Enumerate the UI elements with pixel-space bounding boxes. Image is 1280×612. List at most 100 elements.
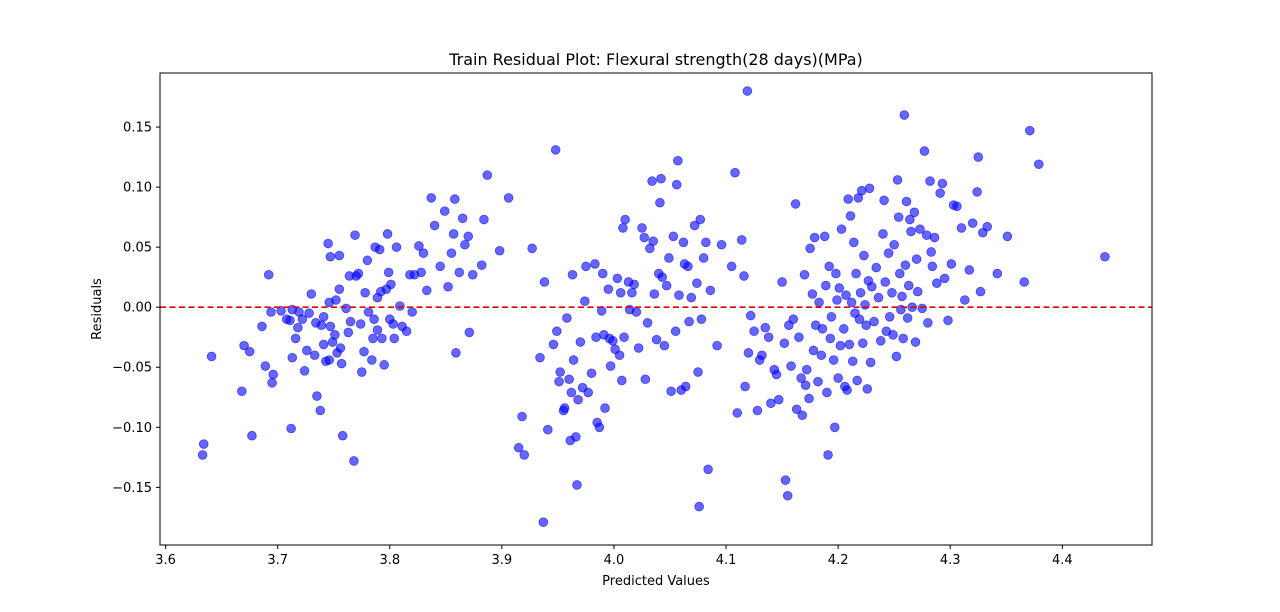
data-point <box>869 316 879 327</box>
data-point <box>637 223 647 233</box>
data-point <box>889 239 899 250</box>
data-point <box>880 277 891 287</box>
data-point <box>619 332 629 343</box>
data-point <box>705 285 716 296</box>
data-point <box>859 250 869 261</box>
data-point <box>655 197 665 208</box>
data-point <box>382 229 393 239</box>
data-point <box>910 337 921 347</box>
data-point <box>952 201 962 212</box>
data-point <box>482 170 493 180</box>
data-point <box>926 247 936 257</box>
data-point <box>931 278 942 288</box>
data-point <box>198 439 209 449</box>
data-point <box>742 86 753 96</box>
data-point <box>800 380 811 391</box>
data-point <box>573 394 583 405</box>
data-point <box>752 405 763 416</box>
data-point <box>620 214 630 225</box>
plot-frame <box>159 72 1153 546</box>
data-point <box>901 196 912 207</box>
data-point <box>684 316 694 327</box>
data-point <box>838 324 849 334</box>
data-point <box>543 424 553 435</box>
data-point <box>318 339 329 350</box>
data-point <box>790 199 801 209</box>
data-point <box>276 305 286 316</box>
data-point <box>712 340 722 351</box>
data-point <box>266 307 276 317</box>
data-point <box>992 268 1003 279</box>
data-point <box>391 242 402 252</box>
data-point <box>343 327 354 338</box>
data-point <box>575 337 586 347</box>
data-point <box>902 313 913 323</box>
data-point <box>407 307 418 317</box>
data-point <box>568 355 579 365</box>
data-point <box>852 375 862 386</box>
data-point <box>855 287 866 298</box>
data-point <box>897 291 907 302</box>
data-point <box>849 237 859 248</box>
data-point <box>701 237 711 248</box>
data-point <box>334 284 345 294</box>
data-point <box>267 378 277 388</box>
data-point <box>460 239 470 250</box>
data-point <box>513 442 524 453</box>
data-point <box>921 230 932 240</box>
data-point <box>915 224 925 234</box>
data-point <box>260 361 271 371</box>
data-point <box>330 330 340 340</box>
data-point <box>894 268 905 279</box>
data-point <box>331 295 341 305</box>
data-point <box>807 289 818 299</box>
data-point <box>325 321 336 332</box>
data-point <box>312 391 322 401</box>
data-point <box>503 193 514 203</box>
x-tick-label: 3.6 <box>155 553 176 568</box>
data-point <box>615 287 626 298</box>
data-point <box>809 232 820 243</box>
data-point <box>693 367 703 377</box>
data-point <box>633 343 644 353</box>
data-point <box>374 244 385 255</box>
data-point <box>335 343 346 353</box>
data-point <box>824 261 834 272</box>
data-point <box>564 374 574 385</box>
data-point <box>678 237 689 248</box>
data-point <box>689 220 700 231</box>
data-point <box>909 207 920 218</box>
data-point <box>571 432 581 442</box>
data-point <box>816 350 827 361</box>
data-point <box>567 269 578 280</box>
data-point <box>372 325 383 335</box>
data-point <box>686 292 697 303</box>
data-point <box>796 373 806 383</box>
y-tick-label: −0.05 <box>112 361 152 376</box>
data-point <box>865 357 876 368</box>
data-point <box>554 376 564 387</box>
data-point <box>594 422 605 433</box>
data-point <box>350 230 360 240</box>
data-point <box>671 179 682 190</box>
data-point <box>538 517 549 527</box>
data-point <box>899 110 910 120</box>
data-point <box>903 280 914 291</box>
data-point <box>355 319 366 329</box>
data-point <box>854 314 865 325</box>
data-point <box>929 232 940 243</box>
data-point <box>673 155 683 166</box>
data-point <box>550 145 561 155</box>
data-point <box>316 320 327 331</box>
data-point <box>464 327 475 338</box>
data-point <box>878 229 888 239</box>
data-point <box>647 176 657 186</box>
data-point <box>421 285 432 296</box>
x-axis-ticks: 3.6 3.7 3.8 3.9 4.0 4.1 4.2 4.3 4.4 <box>155 545 1073 568</box>
data-point <box>197 450 208 460</box>
data-point <box>794 332 804 343</box>
data-point <box>801 364 812 375</box>
data-point <box>698 253 709 263</box>
data-point <box>923 318 933 328</box>
data-point <box>306 289 317 299</box>
